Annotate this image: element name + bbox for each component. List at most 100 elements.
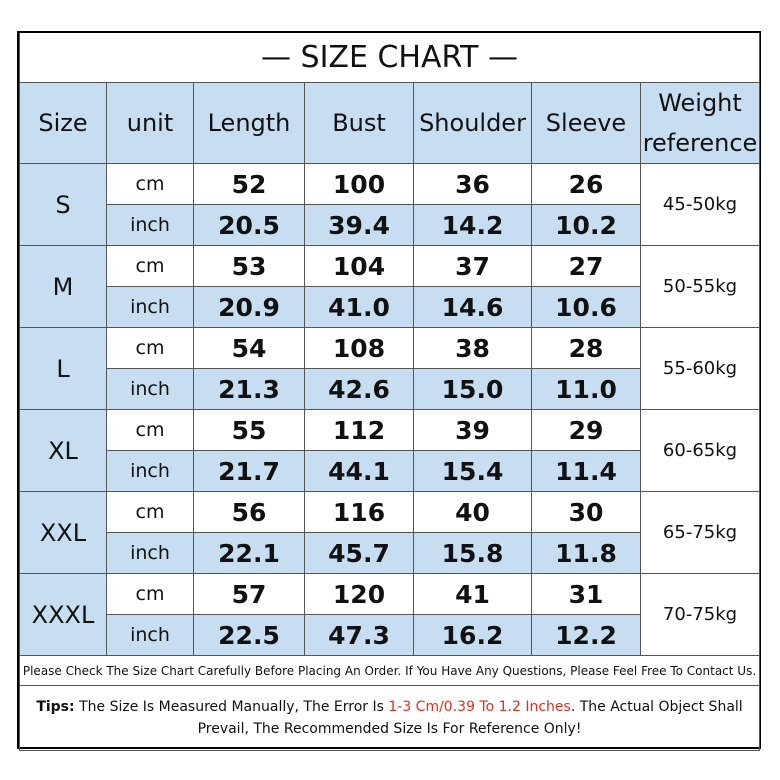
header-cell: Sleeve bbox=[531, 82, 641, 164]
size-row: XL cm 55 112 39 29 60-65kg bbox=[19, 409, 761, 492]
measurement: 11.4 bbox=[531, 450, 641, 492]
measurement: 112 bbox=[304, 409, 414, 451]
measurement: 38 bbox=[413, 327, 532, 369]
weight: 60-65kg bbox=[639, 409, 761, 492]
measurement: 100 bbox=[304, 163, 414, 205]
measurement: 15.4 bbox=[413, 450, 532, 492]
size-label: L bbox=[19, 327, 107, 410]
measurement: 22.1 bbox=[193, 532, 305, 574]
measurement: 10.2 bbox=[531, 204, 641, 246]
title: — SIZE CHART — bbox=[18, 33, 761, 83]
size-row: inch 20.9 41.0 14.6 10.6 bbox=[20, 286, 760, 328]
header-cell: Bust bbox=[304, 82, 414, 164]
measurement: 52 bbox=[193, 163, 305, 205]
unit: cm bbox=[106, 327, 194, 369]
unit: inch bbox=[106, 286, 194, 328]
measurement: 45.7 bbox=[304, 532, 414, 574]
size-row: XXL cm 56 116 40 30 65-75kg bbox=[19, 491, 761, 574]
header-cell: Length bbox=[193, 82, 305, 164]
measurement: 39 bbox=[413, 409, 532, 451]
measurement: 47.3 bbox=[304, 614, 414, 656]
unit: cm bbox=[106, 409, 194, 451]
title-row: — SIZE CHART — bbox=[18, 33, 761, 83]
measurement: 56 bbox=[193, 491, 305, 533]
unit: inch bbox=[106, 204, 194, 246]
size-row: inch 21.3 42.6 15.0 11.0 bbox=[20, 368, 760, 410]
measurement: 29 bbox=[531, 409, 641, 451]
weight: 70-75kg bbox=[639, 573, 761, 656]
measurement: 20.9 bbox=[193, 286, 305, 328]
measurement: 37 bbox=[413, 245, 532, 287]
measurement: 26 bbox=[531, 163, 641, 205]
size-table: — SIZE CHART — Size unit Length Bust Shoulder… bbox=[18, 33, 761, 751]
unit: inch bbox=[106, 532, 194, 574]
header-cell: unit bbox=[106, 82, 194, 164]
measurement: 40 bbox=[413, 491, 532, 533]
size-row: inch 22.5 47.3 16.2 12.2 bbox=[20, 614, 760, 656]
measurement: 12.2 bbox=[531, 614, 641, 656]
size-row: XXXL cm 57 120 41 31 70-75kg bbox=[19, 573, 761, 656]
measurement: 36 bbox=[413, 163, 532, 205]
unit: cm bbox=[106, 163, 194, 205]
size-label: XL bbox=[19, 409, 107, 492]
size-label: XXL bbox=[19, 491, 107, 574]
header-cell: Size bbox=[19, 82, 107, 164]
size-row: inch 20.5 39.4 14.2 10.2 bbox=[20, 204, 760, 246]
measurement: 28 bbox=[531, 327, 641, 369]
measurement: 15.0 bbox=[413, 368, 532, 410]
note: Please Check The Size Chart Carefully Be… bbox=[18, 655, 761, 686]
measurement: 44.1 bbox=[304, 450, 414, 492]
header-row: Size unit Length Bust Shoulder Sleeve Weight r… bbox=[19, 82, 761, 164]
measurement: 39.4 bbox=[304, 204, 414, 246]
measurement: 11.0 bbox=[531, 368, 641, 410]
tips-text: . The Actual Object Shall Prevail, The R… bbox=[197, 699, 743, 737]
measurement: 53 bbox=[193, 245, 305, 287]
measurement: 104 bbox=[304, 245, 414, 287]
tips-label: Tips: bbox=[36, 699, 75, 715]
tips-row: Tips: The Size Is Measured Manually, The… bbox=[18, 685, 761, 751]
measurement: 27 bbox=[531, 245, 641, 287]
measurement: 120 bbox=[304, 573, 414, 615]
note-row: Please Check The Size Chart Carefully Be… bbox=[18, 655, 761, 686]
measurement: 57 bbox=[193, 573, 305, 615]
measurement: 22.5 bbox=[193, 614, 305, 656]
size-label: M bbox=[19, 245, 107, 328]
unit: cm bbox=[106, 491, 194, 533]
size-label: XXXL bbox=[19, 573, 107, 656]
tips-text: The Size Is Measured Manually, The Error… bbox=[74, 699, 389, 715]
measurement: 21.7 bbox=[193, 450, 305, 492]
measurement: 108 bbox=[304, 327, 414, 369]
measurement: 41.0 bbox=[304, 286, 414, 328]
unit: inch bbox=[106, 614, 194, 656]
measurement: 20.5 bbox=[193, 204, 305, 246]
measurement: 42.6 bbox=[304, 368, 414, 410]
measurement: 54 bbox=[193, 327, 305, 369]
weight: 65-75kg bbox=[639, 491, 761, 574]
header-cell: Weight reference bbox=[639, 82, 761, 164]
weight: 45-50kg bbox=[639, 163, 761, 246]
measurement: 16.2 bbox=[413, 614, 532, 656]
weight: 50-55kg bbox=[639, 245, 761, 328]
measurement: 15.8 bbox=[413, 532, 532, 574]
unit: inch bbox=[106, 368, 194, 410]
measurement: 21.3 bbox=[193, 368, 305, 410]
size-row: inch 21.7 44.1 15.4 11.4 bbox=[20, 450, 760, 492]
tips: Tips: The Size Is Measured Manually, The… bbox=[18, 685, 761, 751]
measurement: 30 bbox=[531, 491, 641, 533]
measurement: 11.8 bbox=[531, 532, 641, 574]
measurement: 10.6 bbox=[531, 286, 641, 328]
tips-highlight: 1-3 Cm/0.39 To 1.2 Inches bbox=[388, 699, 571, 715]
measurement: 41 bbox=[413, 573, 532, 615]
header-cell: Shoulder bbox=[413, 82, 532, 164]
measurement: 55 bbox=[193, 409, 305, 451]
measurement: 14.6 bbox=[413, 286, 532, 328]
measurement: 31 bbox=[531, 573, 641, 615]
measurement: 116 bbox=[304, 491, 414, 533]
size-label: S bbox=[19, 163, 107, 246]
weight: 55-60kg bbox=[639, 327, 761, 410]
unit: cm bbox=[106, 573, 194, 615]
size-chart: — SIZE CHART — Size unit Length Bust Shoulder… bbox=[17, 31, 761, 751]
